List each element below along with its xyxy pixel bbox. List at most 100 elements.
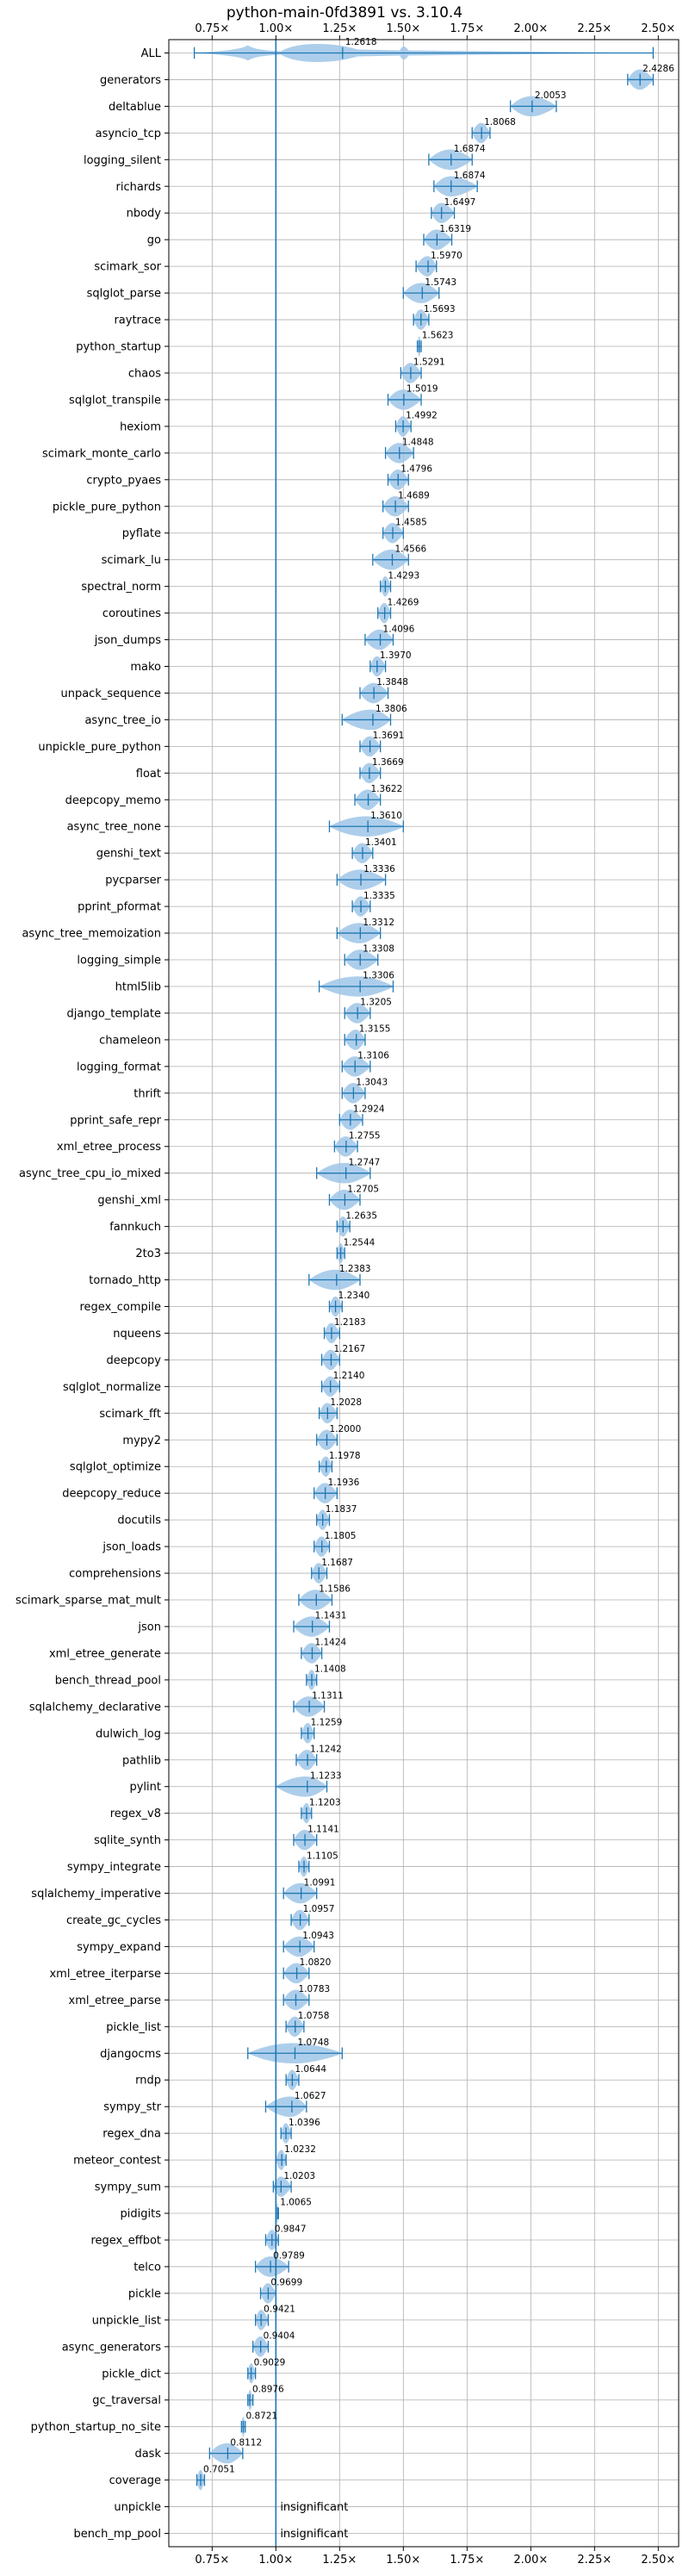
category-label: pyflate — [122, 527, 161, 540]
value-label: 1.5970 — [431, 251, 462, 261]
category-label: coroutines — [102, 607, 161, 620]
category-label: json_loads — [102, 1541, 161, 1554]
value-label: 1.6319 — [439, 224, 471, 234]
value-label: 1.3401 — [365, 837, 397, 848]
value-label: 1.0758 — [298, 2011, 330, 2021]
value-label: 1.3336 — [363, 864, 395, 874]
value-label: 0.8112 — [230, 2437, 262, 2448]
value-label: 1.3043 — [356, 1078, 388, 1088]
category-label: xml_etree_parse — [69, 1994, 161, 2007]
category-label: chameleon — [99, 1034, 161, 1047]
value-label: 1.8068 — [484, 117, 516, 128]
category-label: coverage — [109, 2474, 161, 2487]
value-label: 1.3106 — [357, 1051, 389, 1061]
value-label: 1.1311 — [312, 1691, 344, 1702]
category-label: nqueens — [113, 1328, 161, 1341]
value-label: 1.2183 — [334, 1317, 366, 1328]
value-label: 1.2028 — [330, 1397, 362, 1408]
value-label: 1.6874 — [454, 171, 486, 181]
value-label: 1.3335 — [363, 891, 395, 901]
value-label: 1.3306 — [363, 971, 394, 981]
category-label: sqlglot_normalize — [63, 1381, 161, 1394]
value-label: 1.2924 — [353, 1104, 385, 1114]
value-label: 1.5019 — [407, 384, 438, 395]
value-label: 1.1431 — [315, 1611, 347, 1621]
x-tick-label-bottom: 1.50× — [386, 2554, 420, 2567]
category-label: richards — [116, 181, 162, 194]
category-label: sqlglot_optimize — [70, 1461, 161, 1474]
value-label: 0.8721 — [245, 2411, 277, 2421]
value-label: 1.3622 — [371, 784, 403, 794]
category-label: create_gc_cycles — [66, 1914, 161, 1927]
value-label: 1.1805 — [325, 1531, 357, 1541]
x-tick-label-top: 2.50× — [641, 22, 675, 35]
category-label: chaos — [128, 367, 161, 380]
plot-frame — [168, 39, 680, 2548]
category-label: nbody — [127, 208, 162, 221]
category-label: dulwich_log — [96, 1727, 161, 1740]
value-label: 1.4585 — [395, 517, 427, 527]
value-label: 1.0065 — [280, 2198, 312, 2208]
x-tick-label-bottom: 1.00× — [258, 2554, 293, 2567]
category-label: xml_etree_generate — [49, 1647, 161, 1660]
value-label: 0.9789 — [273, 2251, 305, 2262]
category-label: python_startup — [76, 341, 161, 354]
x-tick-label-top: 1.00× — [258, 22, 293, 35]
value-label: 1.3155 — [359, 1024, 391, 1035]
category-label: spectral_norm — [81, 581, 161, 594]
value-label: 2.4286 — [642, 64, 674, 74]
category-label: sqlite_synth — [94, 1834, 161, 1847]
value-label: 1.0991 — [304, 1877, 336, 1888]
category-label: xml_etree_process — [57, 1141, 161, 1154]
category-label: scimark_fft — [99, 1408, 161, 1421]
category-label: hexiom — [120, 420, 161, 433]
category-label: json — [137, 1621, 161, 1633]
category-label: python_startup_no_site — [31, 2421, 161, 2434]
category-label: sympy_integrate — [67, 1861, 161, 1874]
category-label: genshi_text — [96, 848, 161, 861]
category-label: regex_effbot — [90, 2234, 161, 2247]
value-label: 1.0957 — [303, 1904, 335, 1914]
category-label: unpickle_list — [92, 2314, 161, 2327]
value-label: 0.9404 — [264, 2331, 295, 2342]
category-label: regex_v8 — [110, 1808, 161, 1820]
category-label: pickle_pure_python — [53, 501, 161, 513]
value-label: 1.4566 — [394, 544, 426, 554]
category-label: bench_mp_pool — [73, 2528, 161, 2541]
value-label: 1.1586 — [319, 1584, 351, 1595]
value-label: 1.5743 — [425, 277, 456, 288]
value-label: 1.6874 — [454, 144, 486, 154]
value-label: 1.2340 — [338, 1291, 370, 1301]
value-label: 0.9699 — [270, 2278, 302, 2288]
category-label: gc_traversal — [92, 2394, 161, 2407]
value-label: 1.2755 — [349, 1130, 381, 1141]
value-label: 1.2618 — [345, 37, 377, 47]
category-label: logging_simple — [77, 955, 161, 968]
category-label: go — [147, 234, 161, 247]
category-label: bench_thread_pool — [55, 1674, 161, 1687]
category-label: async_tree_none — [67, 821, 161, 834]
value-label: 1.1424 — [314, 1638, 346, 1648]
value-label: 1.2705 — [347, 1184, 379, 1194]
value-label: 1.5291 — [413, 358, 445, 368]
x-tick-label-top: 1.75× — [450, 22, 484, 35]
value-label: 1.0644 — [295, 2064, 326, 2075]
value-label: 1.3806 — [376, 704, 407, 714]
category-label: fannkuch — [109, 1221, 161, 1234]
value-label: 1.3970 — [380, 650, 412, 661]
value-label: 1.4689 — [398, 490, 430, 501]
x-tick-label-top: 2.25× — [577, 22, 611, 35]
category-label: sqlglot_transpile — [69, 394, 161, 407]
category-label: scimark_monte_carlo — [42, 447, 161, 460]
x-tick-label-bottom: 0.75× — [195, 2554, 229, 2567]
value-label: 1.3205 — [360, 998, 392, 1008]
category-label: meteor_contest — [73, 2155, 161, 2168]
category-label: pickle_dict — [102, 2368, 161, 2380]
category-label: logging_format — [77, 1061, 161, 1073]
value-label: 1.4096 — [383, 624, 415, 634]
value-label: 1.1105 — [307, 1851, 338, 1861]
value-label: 1.1408 — [314, 1664, 346, 1675]
value-label: 0.9421 — [264, 2305, 295, 2315]
category-label: regex_dna — [102, 2128, 161, 2141]
x-tick-label-top: 1.50× — [386, 22, 420, 35]
